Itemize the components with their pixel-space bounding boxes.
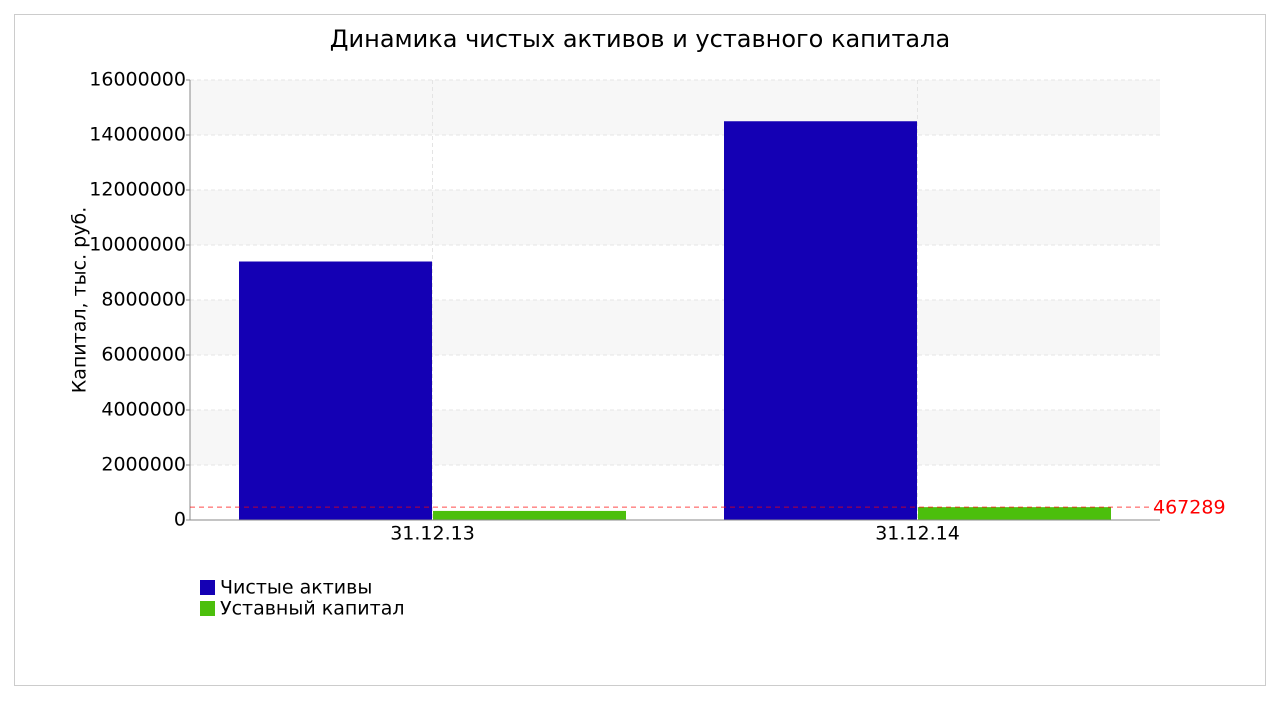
y-tick-label: 4000000 xyxy=(101,399,186,421)
y-tick-label: 8000000 xyxy=(101,289,186,311)
y-axis-label: Капитал, тыс. руб. xyxy=(69,207,91,394)
x-tick-label: 31.12.13 xyxy=(390,523,475,545)
plot-band xyxy=(190,80,1160,135)
x-tick-label: 31.12.14 xyxy=(875,523,960,545)
y-tick-label: 10000000 xyxy=(89,234,186,256)
legend-label: Чистые активы xyxy=(220,577,372,599)
y-tick-label: 0 xyxy=(174,509,186,531)
y-tick-label: 2000000 xyxy=(101,454,186,476)
legend-label: Уставный капитал xyxy=(220,598,405,620)
chart-title: Динамика чистых активов и уставного капи… xyxy=(330,25,950,53)
y-tick-label: 6000000 xyxy=(101,344,186,366)
bar xyxy=(918,507,1111,520)
bar xyxy=(724,121,917,520)
bar xyxy=(239,261,432,520)
bar xyxy=(433,510,626,520)
y-tick-label: 12000000 xyxy=(89,179,186,201)
y-tick-label: 16000000 xyxy=(89,69,186,91)
plot-band xyxy=(190,190,1160,245)
y-tick-label: 14000000 xyxy=(89,124,186,146)
legend-swatch xyxy=(200,580,215,595)
reference-label: 467289 xyxy=(1153,497,1226,519)
legend-swatch xyxy=(200,601,215,616)
